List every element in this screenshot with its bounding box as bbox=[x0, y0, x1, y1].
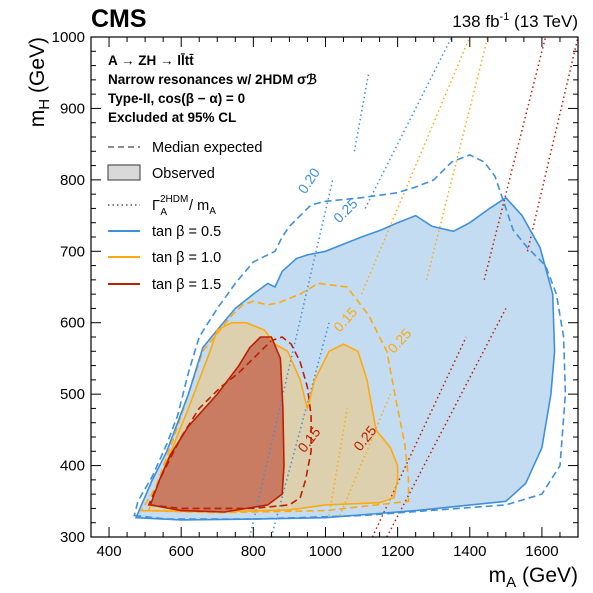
contour-label-tb05-0.20: 0.20 bbox=[294, 165, 323, 197]
observed-line-tb10 bbox=[147, 321, 399, 513]
annotation-process: A → ZH → ll̄tt̄ bbox=[108, 53, 194, 68]
legend-observed-symbol bbox=[107, 164, 141, 181]
x-tick-label-1200: 1200 bbox=[381, 543, 414, 560]
x-tick-label-800: 800 bbox=[241, 543, 266, 560]
x-tick-label-1400: 1400 bbox=[453, 543, 486, 560]
width-line-tb10-0.25-1 bbox=[425, 37, 489, 281]
expected-line-tb15 bbox=[147, 336, 312, 510]
width-line-tb05-0.25-1 bbox=[364, 37, 453, 209]
y-tick-label-600: 600 bbox=[60, 315, 85, 332]
annotation-model: Narrow resonances w/ 2HDM σℬ bbox=[108, 72, 317, 87]
observed-line-tb05 bbox=[134, 196, 556, 521]
luminosity-label: 138 fb-1 (13 TeV) bbox=[452, 11, 578, 31]
x-axis-title: mA (GeV) bbox=[489, 564, 578, 591]
y-tick-label-1000: 1000 bbox=[52, 29, 85, 46]
width-line-tb05-0.20-1 bbox=[353, 72, 370, 152]
annotation-type: Type-II, cos(β − α) = 0 bbox=[108, 91, 245, 106]
expected-line-tb05 bbox=[133, 154, 567, 520]
observed-regions bbox=[136, 197, 555, 520]
x-tick-label-400: 400 bbox=[97, 543, 122, 560]
y-tick-label-500: 500 bbox=[60, 386, 85, 403]
legend-tb05-label: tan β = 0.5 bbox=[152, 224, 221, 240]
width-line-tb10-0.15-0 bbox=[328, 408, 348, 516]
y-tick-label-700: 700 bbox=[60, 243, 85, 260]
width-line-tb15-0.15-1 bbox=[483, 37, 547, 281]
y-tick-label-400: 400 bbox=[60, 458, 85, 475]
plot-frame bbox=[90, 36, 579, 538]
legend-tb15-label: tan β = 1.5 bbox=[152, 277, 221, 293]
width-line-tb05-0.25-0 bbox=[270, 322, 330, 537]
x-tick-label-1000: 1000 bbox=[309, 543, 342, 560]
legend-width-label: Γ2HDM A / mA bbox=[152, 194, 216, 218]
observed-area-tb15 bbox=[150, 337, 284, 512]
observed-contours bbox=[134, 196, 556, 521]
legend-tb10-label: tan β = 1.0 bbox=[152, 250, 221, 266]
y-axis-title: mH (GeV) bbox=[26, 37, 53, 127]
contour-label-tb05-0.25: 0.25 bbox=[330, 195, 361, 226]
legend-expected-label: Median expected bbox=[152, 140, 262, 156]
width-line-tb10-0.15-1 bbox=[360, 37, 471, 295]
y-tick-label-300: 300 bbox=[60, 529, 85, 546]
width-line-tb15-0.25-1 bbox=[526, 37, 578, 252]
y-tick-label-800: 800 bbox=[60, 172, 85, 189]
axis-ticks: 400 600 800 1000 1200 1400 1600 300 400 500 600 700… bbox=[52, 29, 578, 560]
experiment-label: CMS bbox=[91, 5, 147, 33]
observed-line-tb15 bbox=[149, 336, 285, 513]
legend: Median expected Observed Γ2HDM A / mA tan… bbox=[107, 140, 262, 293]
annotation-cl: Excluded at 95% CL bbox=[108, 110, 236, 125]
legend-observed-label: Observed bbox=[152, 166, 215, 182]
x-tick-label-1600: 1600 bbox=[525, 543, 558, 560]
x-tick-label-600: 600 bbox=[169, 543, 194, 560]
y-tick-label-900: 900 bbox=[60, 100, 85, 117]
